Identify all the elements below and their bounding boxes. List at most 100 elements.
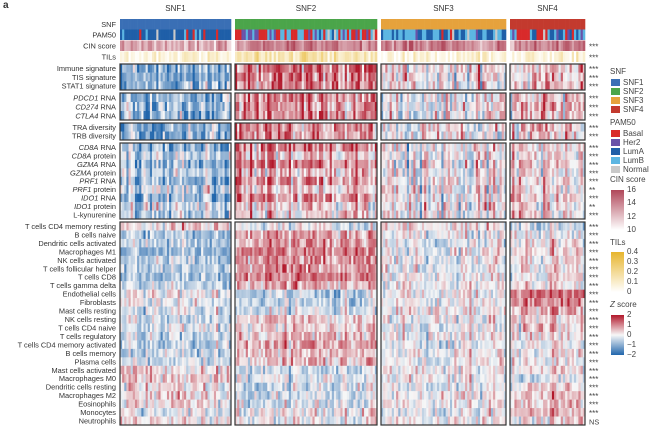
tils-cell [357, 51, 361, 62]
heatmap-cell [532, 159, 535, 169]
snf-cell [458, 19, 462, 30]
heatmap-cell [243, 123, 247, 132]
heatmap-cell [432, 143, 436, 152]
heatmap-cell [128, 230, 131, 240]
cin-cell [226, 40, 230, 51]
heatmap-cell [465, 64, 468, 73]
heatmap-cell [269, 222, 272, 231]
tils-cell [462, 51, 466, 62]
heatmap-cell [201, 111, 204, 121]
pam50-cell [239, 29, 242, 40]
heatmap-cell [398, 93, 401, 103]
heatmap-cell [409, 168, 412, 177]
heatmap-cell [400, 176, 403, 186]
heatmap-cell [473, 185, 477, 194]
heatmap-cell [241, 168, 244, 177]
heatmap-cell [573, 193, 577, 203]
heatmap-cell [213, 230, 217, 240]
heatmap-cell [160, 222, 163, 231]
heatmap-cell [310, 81, 313, 91]
heatmap-cell [310, 185, 313, 194]
heatmap-cell [540, 123, 544, 132]
heatmap-cell [415, 123, 418, 132]
heatmap-cell [250, 210, 253, 220]
heatmap-cell [256, 176, 259, 186]
tils-cell [310, 51, 313, 62]
pam50-cell [190, 29, 193, 40]
heatmap-cell [355, 123, 358, 132]
heatmap-cell [254, 93, 257, 103]
heatmap-cell [349, 176, 352, 186]
heatmap-cell [224, 168, 228, 177]
heatmap-cell [499, 102, 502, 112]
heatmap-cell [346, 93, 350, 103]
heatmap-cell [475, 222, 479, 231]
heatmap-cell [349, 222, 352, 231]
heatmap-cell [247, 222, 251, 231]
heatmap-cell [351, 193, 354, 203]
heatmap-cell [554, 159, 557, 169]
heatmap-cell [547, 168, 551, 177]
heatmap-cell [441, 143, 444, 152]
heatmap-cell [411, 168, 414, 177]
heatmap-cell [323, 222, 326, 231]
row-label: PRF1 protein [72, 185, 116, 194]
heatmap-cell [434, 168, 438, 177]
heatmap-cell [353, 159, 356, 169]
heatmap-cell [357, 176, 361, 186]
heatmap-cell [247, 64, 251, 73]
heatmap-cell [216, 72, 219, 82]
heatmap-cell [538, 143, 542, 152]
heatmap-cell [226, 102, 230, 112]
heatmap-cell [439, 202, 442, 211]
heatmap-cell [162, 230, 166, 240]
heatmap-cell [128, 238, 131, 248]
heatmap-cell [385, 64, 388, 73]
heatmap-cell [262, 159, 266, 169]
heatmap-cell [441, 151, 444, 161]
row-label: Immune signature [57, 64, 116, 73]
cin-cell [126, 40, 129, 51]
heatmap-cell [349, 151, 352, 161]
heatmap-cell [543, 202, 546, 211]
heatmap-cell [359, 72, 363, 82]
heatmap-cell [241, 193, 244, 203]
heatmap-cell [226, 131, 230, 141]
heatmap-cell [351, 81, 354, 91]
heatmap-cell [458, 111, 462, 121]
tils-cell [391, 51, 395, 62]
heatmap-cell [269, 123, 272, 132]
heatmap-cell [269, 102, 272, 112]
heatmap-cell [381, 93, 384, 103]
heatmap-cell [290, 159, 294, 169]
heatmap-cell [437, 202, 440, 211]
heatmap-cell [449, 81, 453, 91]
heatmap-cell [336, 151, 339, 161]
cin-cell [426, 40, 429, 51]
heatmap-cell [278, 64, 281, 73]
heatmap-cell [128, 193, 131, 203]
heatmap-cell [565, 102, 568, 112]
heatmap-cell [510, 102, 513, 112]
heatmap-cell [241, 143, 244, 152]
heatmap-cell [357, 168, 361, 177]
heatmap-cell [286, 210, 290, 220]
heatmap-cell [458, 168, 462, 177]
heatmap-cell [265, 159, 268, 169]
heatmap-cell [201, 131, 204, 141]
heatmap-cell [549, 159, 553, 169]
heatmap-cell [516, 111, 520, 121]
heatmap-cell [349, 143, 352, 152]
tils-cell [325, 51, 328, 62]
heatmap-cell [361, 93, 365, 103]
heatmap-cell [432, 202, 436, 211]
cin-cell [372, 40, 376, 51]
heatmap-cell [571, 102, 575, 112]
heatmap-cell [445, 131, 449, 141]
heatmap-cell [471, 151, 474, 161]
heatmap-cell [152, 168, 155, 177]
heatmap-cell [124, 222, 127, 231]
heatmap-cell [186, 93, 189, 103]
heatmap-cell [312, 72, 315, 82]
heatmap-cell [374, 185, 378, 194]
